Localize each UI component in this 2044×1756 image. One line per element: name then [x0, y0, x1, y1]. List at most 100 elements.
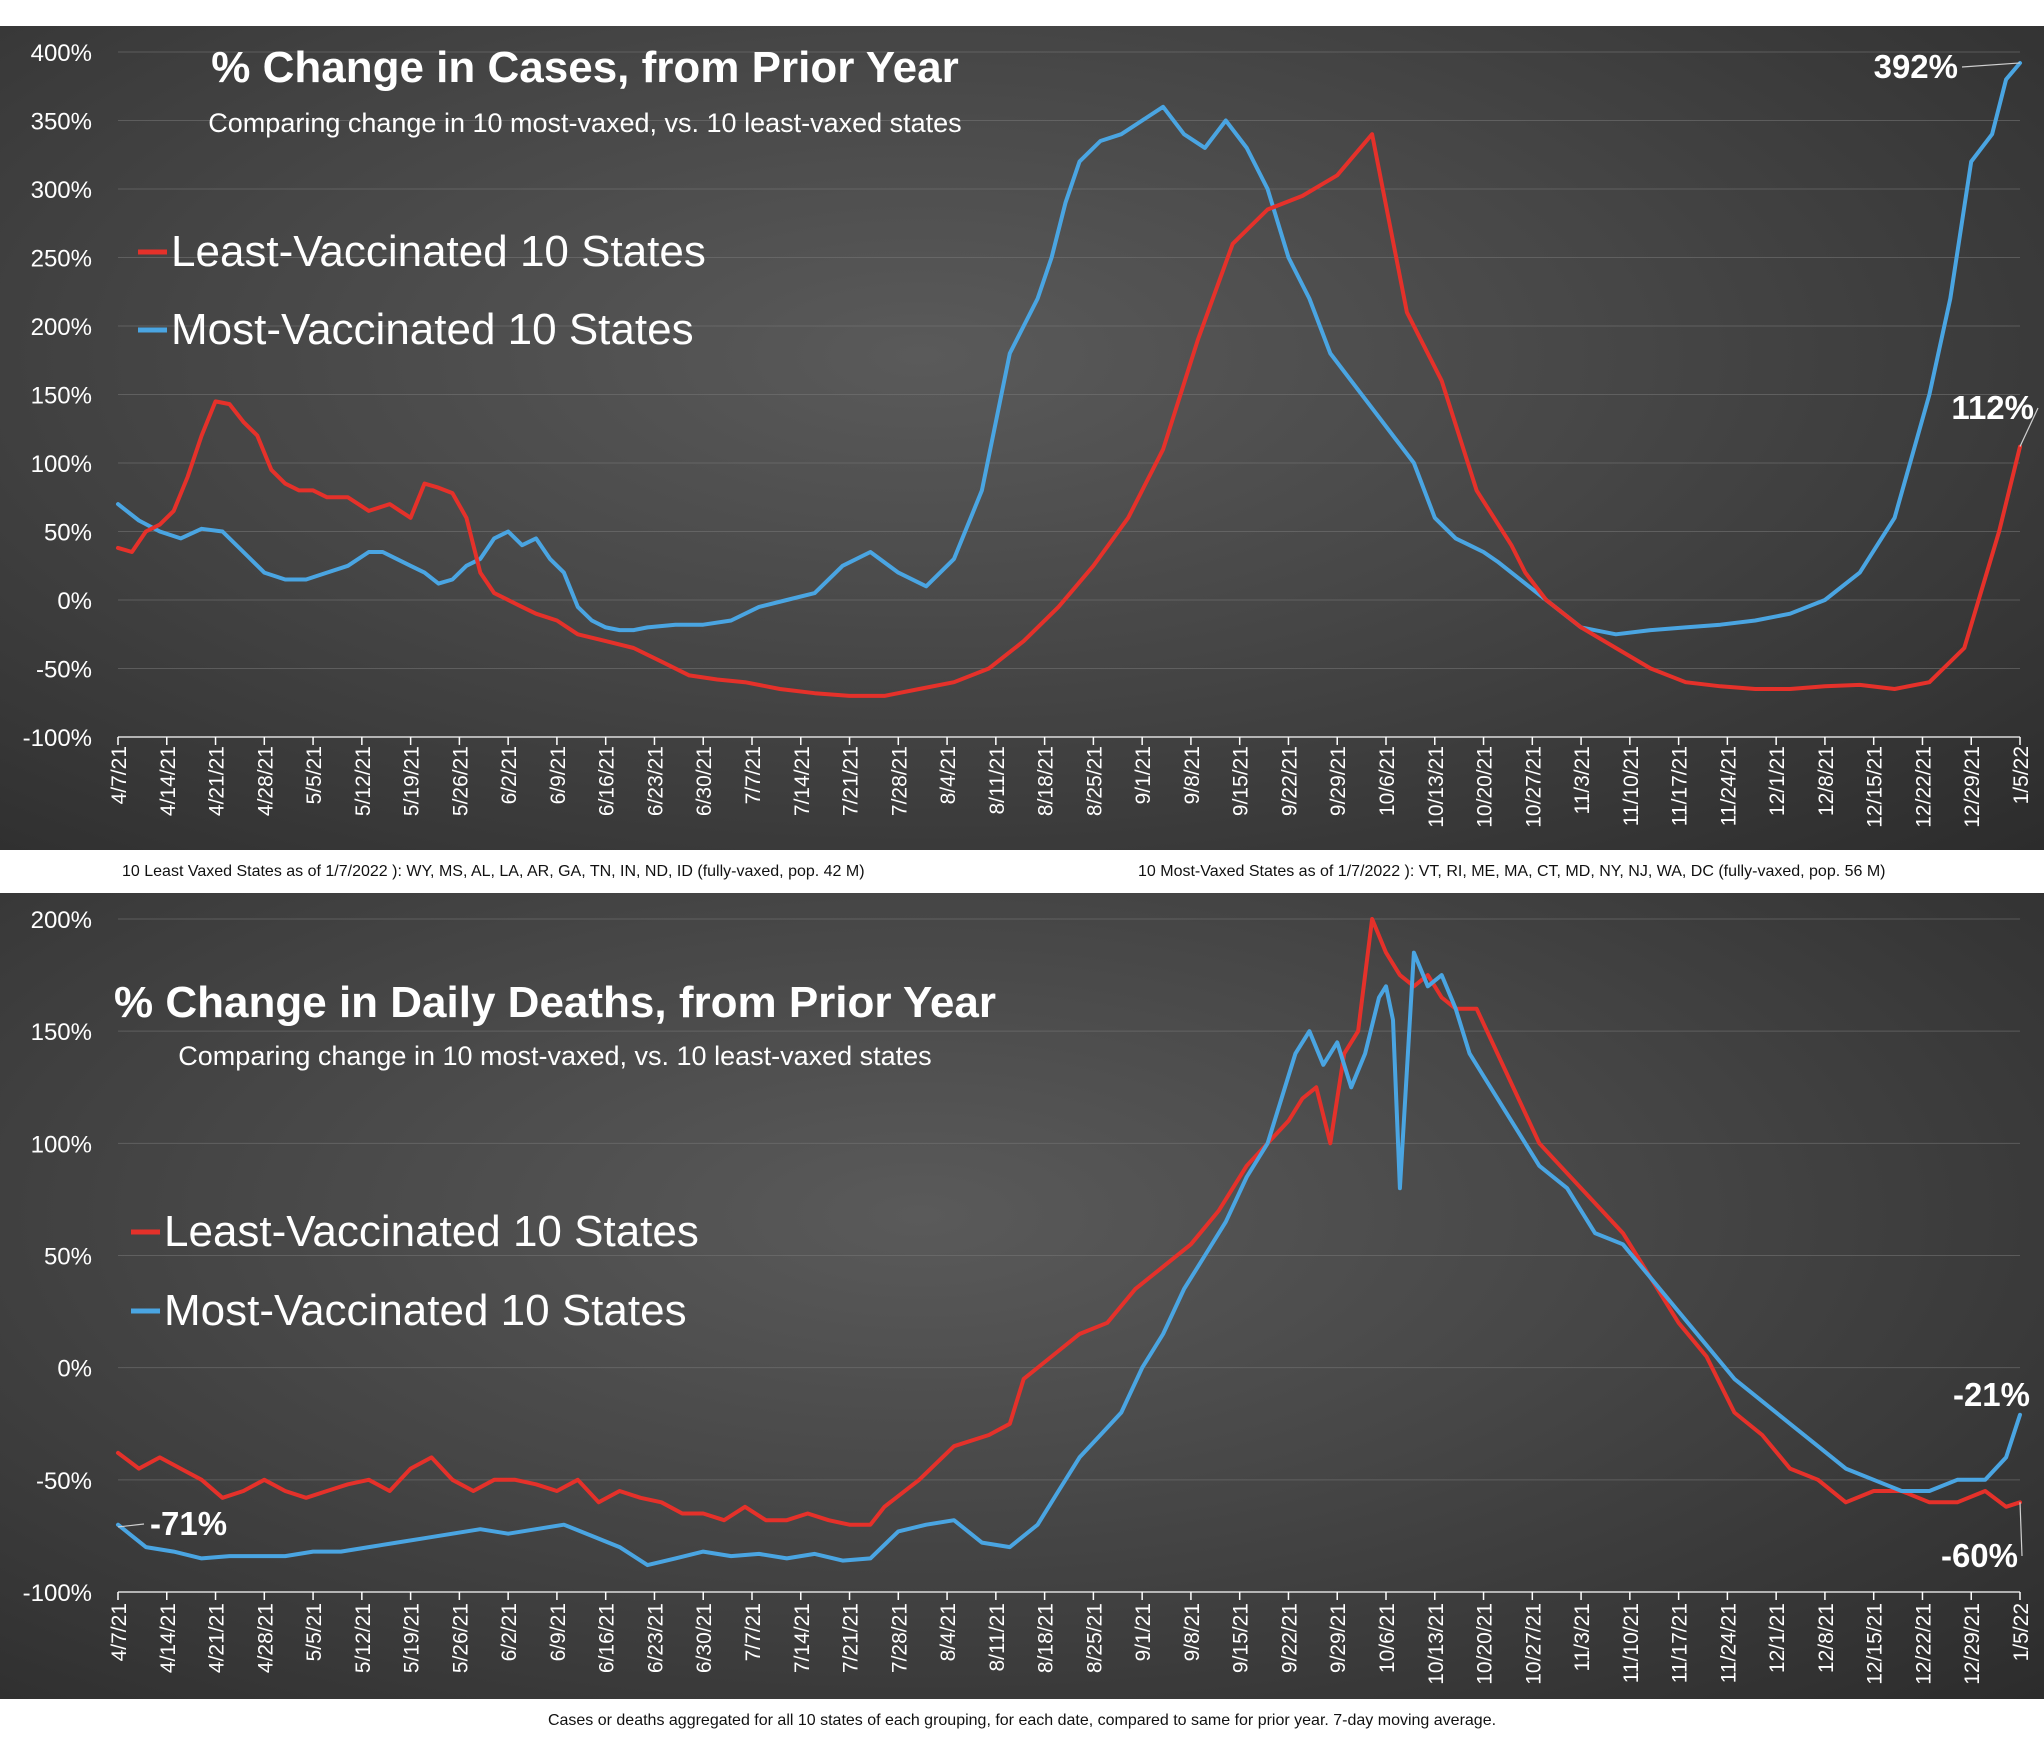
deaths-x-tick-label: 9/15/21: [1230, 1603, 1253, 1673]
cases-x-tick-label: 10/6/21: [1376, 746, 1399, 816]
deaths-legend-label-least: Least-Vaccinated 10 States: [164, 1207, 699, 1256]
cases-annotation-leader: [2019, 407, 2039, 447]
deaths-y-tick-label: -50%: [36, 1468, 92, 1495]
cases-x-tick-label: 11/17/21: [1669, 746, 1692, 826]
cases-annotation-leader: [1961, 62, 2021, 68]
cases-x-tick-label: 5/5/21: [303, 746, 326, 804]
cases-x-tick-label: 11/24/21: [1717, 746, 1740, 826]
deaths-x-tick-label: 10/20/21: [1474, 1603, 1497, 1685]
cases-x-tick-label: 11/10/21: [1620, 746, 1643, 826]
cases-x-tick-label: 11/3/21: [1571, 746, 1594, 815]
cases-x-tick-label: 10/27/21: [1522, 746, 1545, 828]
cases-x-tick-label: 4/7/21: [108, 746, 131, 804]
cases-y-tick-label: 400%: [31, 40, 92, 67]
deaths-x-tick-label: 5/19/21: [401, 1603, 424, 1673]
deaths-x-tick-label: 12/1/21: [1766, 1603, 1789, 1673]
cases-y-tick-label: 0%: [57, 588, 92, 615]
deaths-x-tick-label: 9/8/21: [1181, 1603, 1204, 1661]
cases-y-tick-label: 250%: [31, 246, 92, 273]
cases-x-tick-label: 7/7/21: [742, 746, 765, 804]
cases-x-tick-label: 8/4/21: [937, 746, 960, 804]
deaths-x-tick-label: 7/14/21: [791, 1603, 814, 1673]
cases-x-tick-label: 1/5/22: [2010, 746, 2033, 804]
cases-x-tick-label: 9/29/21: [1327, 746, 1350, 816]
cases-x-tick-label: 5/12/21: [352, 746, 375, 816]
deaths-annotation-leader: [2019, 1502, 2023, 1557]
deaths-legend-label-most: Most-Vaccinated 10 States: [164, 1286, 687, 1335]
deaths-x-tick-label: 6/16/21: [596, 1603, 619, 1673]
deaths-x-tick-label: 10/6/21: [1376, 1603, 1399, 1673]
deaths-x-tick-label: 12/15/21: [1864, 1603, 1887, 1685]
cases-x-tick-label: 5/19/21: [401, 746, 424, 816]
deaths-x-tick-label: 7/21/21: [840, 1603, 863, 1673]
cases-x-tick-label: 4/14/21: [157, 746, 180, 816]
cases-y-tick-label: 200%: [31, 314, 92, 341]
deaths-x-tick-label: 12/29/21: [1961, 1603, 1984, 1685]
deaths-x-tick-label: 6/9/21: [547, 1603, 570, 1661]
cases-x-tick-label: 12/1/21: [1766, 746, 1789, 816]
cases-legend-label-least: Least-Vaccinated 10 States: [171, 227, 706, 276]
deaths-x-tick-label: 1/5/22: [2010, 1603, 2033, 1661]
deaths-x-tick-label: 4/7/21: [108, 1603, 131, 1661]
cases-x-tick-label: 6/30/21: [693, 746, 716, 816]
cases-x-tick-label: 8/25/21: [1083, 746, 1106, 816]
deaths-x-tick-label: 7/7/21: [742, 1603, 765, 1661]
deaths-x-tick-label: 12/8/21: [1815, 1603, 1838, 1673]
deaths-annotation-label: -71%: [150, 1505, 227, 1542]
cases-x-tick-label: 9/1/21: [1132, 746, 1155, 804]
cases-chart-title: % Change in Cases, from Prior Year: [211, 43, 958, 92]
cases-x-tick-label: 12/15/21: [1864, 746, 1887, 828]
deaths-y-tick-label: 150%: [31, 1019, 92, 1046]
deaths-x-tick-label: 4/21/21: [206, 1603, 229, 1673]
deaths-series-least-line: [116, 917, 2022, 1527]
cases-y-tick-label: 150%: [31, 383, 92, 410]
deaths-x-tick-label: 11/17/21: [1669, 1603, 1692, 1683]
cases-chart-subtitle: Comparing change in 10 most-vaxed, vs. 1…: [208, 108, 961, 138]
cases-x-tick-label: 6/23/21: [644, 746, 667, 816]
cases-x-tick-label: 8/18/21: [1035, 746, 1058, 816]
cases-y-tick-label: 50%: [44, 520, 92, 547]
least-vaxed-states-note: 10 Least Vaxed States as of 1/7/2022 ): …: [122, 863, 865, 880]
cases-x-tick-label: 12/22/21: [1912, 746, 1935, 828]
deaths-x-tick-label: 9/1/21: [1132, 1603, 1155, 1661]
deaths-chart-panel: 200% 150% 100% 50% 0% -50% -100% 4/7/21 4/14/21 4…: [0, 893, 2044, 1699]
deaths-x-tick-label: 11/3/21: [1571, 1603, 1594, 1672]
cases-x-tick-label: 5/26/21: [449, 746, 472, 816]
cases-annotation-label: 112%: [1951, 389, 2034, 426]
cases-x-tick-label: 7/28/21: [888, 746, 911, 816]
deaths-x-tick-label: 8/25/21: [1083, 1603, 1106, 1673]
deaths-x-tick-label: 11/10/21: [1620, 1603, 1643, 1683]
cases-x-tick-label: 12/8/21: [1815, 746, 1838, 816]
deaths-x-tick-label: 5/26/21: [449, 1603, 472, 1673]
deaths-y-tick-label: 100%: [31, 1131, 92, 1158]
deaths-chart-subtitle: Comparing change in 10 most-vaxed, vs. 1…: [178, 1041, 931, 1071]
cases-x-tick-label: 6/9/21: [547, 746, 570, 804]
deaths-x-tick-label: 4/14/21: [157, 1603, 180, 1673]
deaths-x-tick-label: 8/11/21: [986, 1603, 1009, 1672]
deaths-y-tick-label: 0%: [57, 1356, 92, 1383]
cases-y-tick-label: -100%: [23, 725, 92, 752]
deaths-x-tick-label: 4/28/21: [254, 1603, 277, 1673]
deaths-x-tick-label: 7/28/21: [888, 1603, 911, 1673]
deaths-y-tick-label: 50%: [44, 1244, 92, 1271]
deaths-x-tick-label: 8/18/21: [1035, 1603, 1058, 1673]
deaths-x-tick-label: 8/4/21: [937, 1603, 960, 1661]
deaths-x-tick-label: 5/5/21: [303, 1603, 326, 1661]
cases-x-tick-label: 4/28/21: [254, 746, 277, 816]
deaths-annotation-label: -60%: [1941, 1537, 2018, 1574]
deaths-x-tick-label: 6/23/21: [644, 1603, 667, 1673]
cases-x-tick-label: 6/16/21: [596, 746, 619, 816]
deaths-x-tick-label: 10/27/21: [1522, 1603, 1545, 1685]
deaths-annotation-label: -21%: [1953, 1376, 2030, 1413]
deaths-x-tick-label: 11/24/21: [1717, 1603, 1740, 1683]
deaths-annotation-leader: [117, 1523, 145, 1528]
cases-x-tick-label: 8/11/21: [986, 746, 1009, 815]
cases-series-least-line: [116, 132, 2022, 698]
cases-x-tick-label: 10/20/21: [1474, 746, 1497, 828]
deaths-x-tick-label: 12/22/21: [1912, 1603, 1935, 1685]
deaths-y-tick-label: 200%: [31, 907, 92, 934]
deaths-x-tick-label: 6/2/21: [498, 1603, 521, 1661]
cases-chart: 400% 350% 300% 250% 200% 150% 100% 50% 0% -50% -10…: [23, 40, 2039, 828]
cases-legend-label-most: Most-Vaccinated 10 States: [171, 305, 694, 354]
footer-note: Cases or deaths aggregated for all 10 st…: [547, 1712, 1497, 1729]
